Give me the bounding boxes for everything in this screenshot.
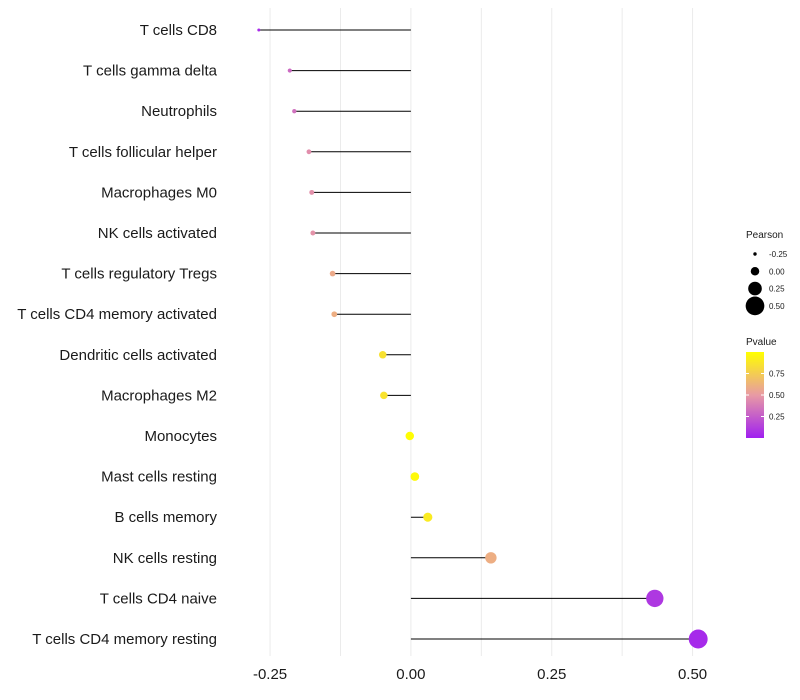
point-t-cells-gamma-delta bbox=[287, 68, 292, 73]
point-t-cells-cd4-naive bbox=[646, 589, 664, 608]
point-t-cells-regulatory-tregs bbox=[329, 270, 336, 277]
category-label-t-cells-cd4-memory-resting: T cells CD4 memory resting bbox=[32, 631, 217, 648]
point-dendritic-cells-activated bbox=[378, 351, 387, 359]
point-nk-cells-activated bbox=[310, 230, 316, 236]
pvalue-legend-label: 0.75 bbox=[769, 370, 785, 379]
lollipop-stems bbox=[258, 29, 699, 640]
category-label-macrophages-m2: Macrophages M2 bbox=[101, 387, 217, 404]
pearson-legend-label: 0.25 bbox=[769, 285, 785, 294]
category-label-t-cells-cd4-naive: T cells CD4 naive bbox=[100, 590, 217, 607]
pearson-size-legend: Pearson -0.25 0.00 0.25 0.50 bbox=[745, 230, 788, 316]
pearson-legend-dot bbox=[748, 281, 762, 296]
category-label-macrophages-m0: Macrophages M0 bbox=[101, 184, 217, 201]
point-macrophages-m2 bbox=[380, 391, 388, 400]
pvalue-color-legend: Pvalue 0.75 0.50 0.25 bbox=[746, 337, 785, 438]
category-label-t-cells-cd8: T cells CD8 bbox=[140, 22, 217, 39]
grid-lines bbox=[269, 8, 694, 656]
category-label-t-cells-cd4-memory-activated: T cells CD4 memory activated bbox=[17, 306, 217, 323]
pvalue-colorbar bbox=[746, 352, 764, 438]
point-t-cells-cd4-memory-activated bbox=[331, 311, 338, 318]
pvalue-legend-title: Pvalue bbox=[746, 337, 777, 348]
point-mast-cells-resting bbox=[410, 472, 420, 481]
point-b-cells-memory bbox=[423, 512, 433, 522]
pvalue-legend-label: 0.25 bbox=[769, 413, 785, 422]
point-nk-cells-resting bbox=[485, 552, 497, 564]
category-label-dendritic-cells-activated: Dendritic cells activated bbox=[59, 347, 217, 364]
category-label-mast-cells-resting: Mast cells resting bbox=[101, 469, 217, 486]
x-tick-label: 0.25 bbox=[537, 666, 566, 683]
point-macrophages-m0 bbox=[309, 189, 315, 195]
x-tick-label: -0.25 bbox=[253, 666, 287, 683]
pearson-legend-dot bbox=[753, 252, 757, 256]
x-tick-label: 0.00 bbox=[396, 666, 425, 683]
category-label-t-cells-regulatory-tregs: T cells regulatory Tregs bbox=[61, 266, 217, 283]
pearson-legend-dot bbox=[750, 267, 760, 276]
category-label-b-cells-memory: B cells memory bbox=[114, 509, 217, 526]
pearson-legend-label: 0.00 bbox=[769, 267, 785, 276]
x-tick-label: 0.50 bbox=[678, 666, 707, 683]
pearson-legend-title: Pearson bbox=[746, 230, 783, 241]
category-label-nk-cells-resting: NK cells resting bbox=[113, 550, 217, 567]
x-axis-ticks: -0.25 0.00 0.25 0.50 bbox=[253, 666, 707, 683]
pvalue-legend-label: 0.50 bbox=[769, 391, 785, 400]
category-label-nk-cells-activated: NK cells activated bbox=[98, 225, 217, 242]
category-label-t-cells-follicular-helper: T cells follicular helper bbox=[69, 144, 217, 161]
category-label-monocytes: Monocytes bbox=[144, 428, 217, 445]
pearson-legend-label: 0.50 bbox=[769, 302, 785, 311]
point-t-cells-follicular-helper bbox=[306, 149, 312, 155]
point-neutrophils bbox=[292, 109, 297, 114]
point-t-cells-cd8 bbox=[257, 28, 261, 32]
point-t-cells-cd4-memory-resting bbox=[688, 629, 708, 649]
category-labels: T cells CD8 T cells gamma delta Neutrophil… bbox=[17, 22, 217, 648]
category-label-neutrophils: Neutrophils bbox=[141, 103, 217, 120]
lollipop-points bbox=[257, 28, 708, 649]
pearson-legend-dot bbox=[745, 296, 765, 316]
point-monocytes bbox=[405, 431, 415, 441]
category-label-t-cells-gamma-delta: T cells gamma delta bbox=[83, 63, 218, 80]
pearson-legend-label: -0.25 bbox=[769, 250, 788, 259]
